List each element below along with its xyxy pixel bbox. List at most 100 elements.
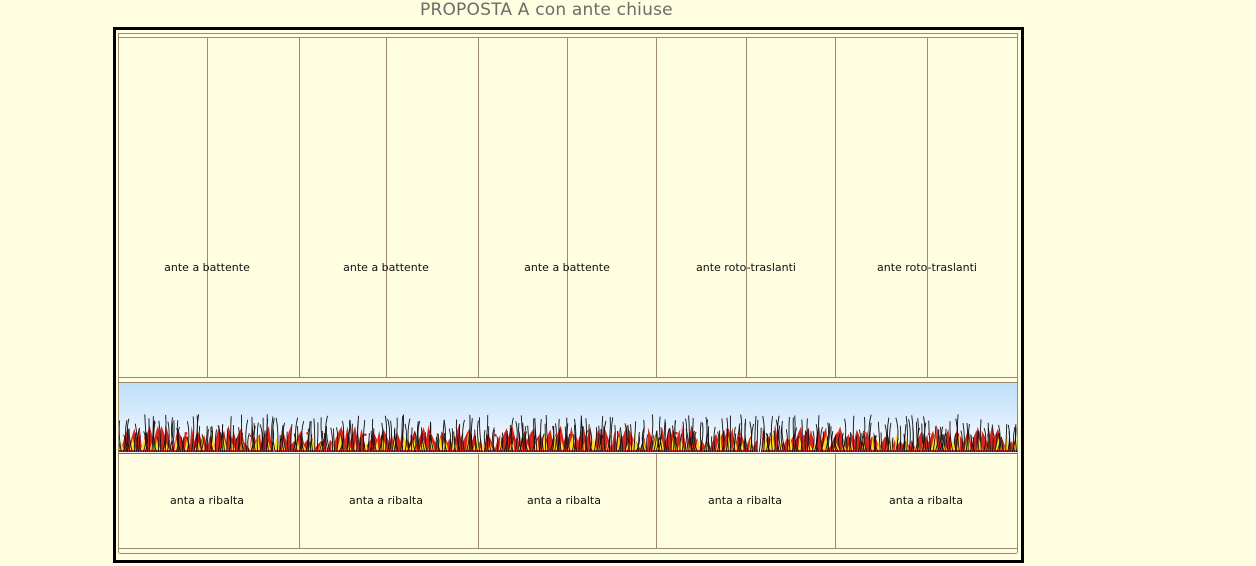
grass-blade — [336, 427, 339, 453]
grass-blade — [501, 432, 504, 453]
grass-blade — [880, 432, 883, 453]
grass-blade — [824, 422, 829, 453]
grass-blade — [945, 428, 949, 453]
grass-blade — [421, 427, 426, 453]
grass-blade — [857, 429, 861, 453]
grass-blade — [562, 426, 567, 453]
lower-section-label-2: anta a ribalta — [349, 494, 423, 507]
grass-blade — [565, 417, 568, 453]
grass-blade — [158, 420, 162, 453]
grass-blade — [279, 437, 283, 453]
grass-blade — [598, 429, 602, 453]
lower-section-label-4: anta a ribalta — [708, 494, 782, 507]
grass-blade — [210, 430, 215, 453]
grass-blade — [152, 420, 157, 453]
grass-blade — [921, 423, 925, 453]
grass-blade — [148, 418, 151, 453]
grass-blade — [911, 415, 914, 453]
grass-blade — [690, 417, 694, 453]
ember-dot — [927, 432, 931, 436]
grass-blade — [936, 426, 942, 453]
grass-blade — [126, 418, 131, 453]
grass-blade — [182, 436, 186, 453]
grass-blade — [381, 422, 384, 453]
ember-dot — [801, 435, 805, 438]
grass-blade — [558, 428, 561, 453]
grass-blade — [496, 436, 499, 453]
grass-blade — [617, 427, 622, 453]
grass-blade — [791, 415, 796, 453]
door-split-1 — [207, 37, 208, 377]
grass-blade — [908, 419, 911, 453]
grass-blade — [125, 420, 129, 453]
grass-blade — [826, 436, 831, 453]
grass-blade — [429, 422, 435, 453]
grass-blade — [996, 433, 1001, 453]
flame-highlight — [740, 442, 744, 450]
grass-blade — [641, 426, 646, 453]
grass-blade — [738, 423, 743, 453]
grass-blade — [744, 422, 749, 453]
drawing-title: PROPOSTA A con ante chiuse — [420, 0, 673, 20]
grass-blade — [633, 421, 637, 453]
grass-blade — [358, 437, 362, 453]
grass-blade — [492, 427, 496, 453]
grass-blade — [683, 418, 688, 453]
grass-blade — [128, 428, 133, 453]
grass-blade — [157, 436, 160, 453]
grass-blade — [689, 436, 694, 453]
grass-blade — [899, 425, 902, 453]
grass-blade — [948, 436, 952, 453]
grass-blade — [934, 429, 940, 453]
flame-highlight — [560, 438, 565, 450]
grass-blade — [834, 436, 839, 453]
grass-blade — [606, 416, 611, 453]
grass-blade — [507, 424, 511, 453]
grass-blade — [499, 437, 503, 453]
grass-blade — [545, 414, 549, 453]
flame-highlight — [787, 436, 794, 450]
grass-blade — [492, 429, 495, 453]
grass-blade — [688, 415, 690, 453]
grass-blade — [610, 417, 614, 453]
grass-blade — [659, 416, 663, 453]
grass-blade — [600, 416, 604, 453]
grass-blade — [949, 421, 954, 453]
ember-dot — [494, 433, 497, 437]
grass-blade — [788, 416, 791, 453]
grass-blade — [758, 427, 762, 453]
grass-blade — [241, 414, 243, 453]
lower-divider-3 — [656, 454, 657, 548]
flame-highlight — [466, 431, 470, 450]
ember-dot — [306, 431, 309, 435]
ember-dot — [249, 434, 253, 438]
grass-blade — [811, 430, 815, 453]
upper-lower-divider — [119, 377, 1017, 378]
grass-blade — [199, 434, 204, 453]
grass-blade — [895, 417, 899, 453]
upper-lower-divider-2 — [119, 382, 1017, 383]
grass-blade — [926, 435, 930, 453]
flame-highlight — [408, 438, 417, 450]
grass-blade — [713, 426, 716, 453]
door-split-2 — [386, 37, 387, 377]
grass-blade — [887, 417, 890, 453]
grass-blade — [290, 424, 293, 453]
grass-blade — [820, 431, 825, 453]
grass-blade — [655, 437, 659, 453]
lower-section-label-1: anta a ribalta — [170, 494, 244, 507]
grass-blade — [816, 430, 820, 453]
grass-blade — [171, 420, 175, 453]
grass-blade — [441, 419, 445, 453]
grass-blade — [298, 435, 302, 453]
grass-blade — [574, 424, 578, 453]
grass-blade — [407, 418, 411, 453]
ember-dot — [991, 435, 995, 438]
grass-blade — [754, 415, 757, 453]
grass-blade — [301, 420, 305, 453]
flame-highlight — [695, 437, 701, 450]
grass-blade — [453, 431, 457, 453]
grass-blade — [600, 434, 604, 453]
grass-blade — [585, 430, 589, 453]
grass-blade — [977, 430, 980, 453]
